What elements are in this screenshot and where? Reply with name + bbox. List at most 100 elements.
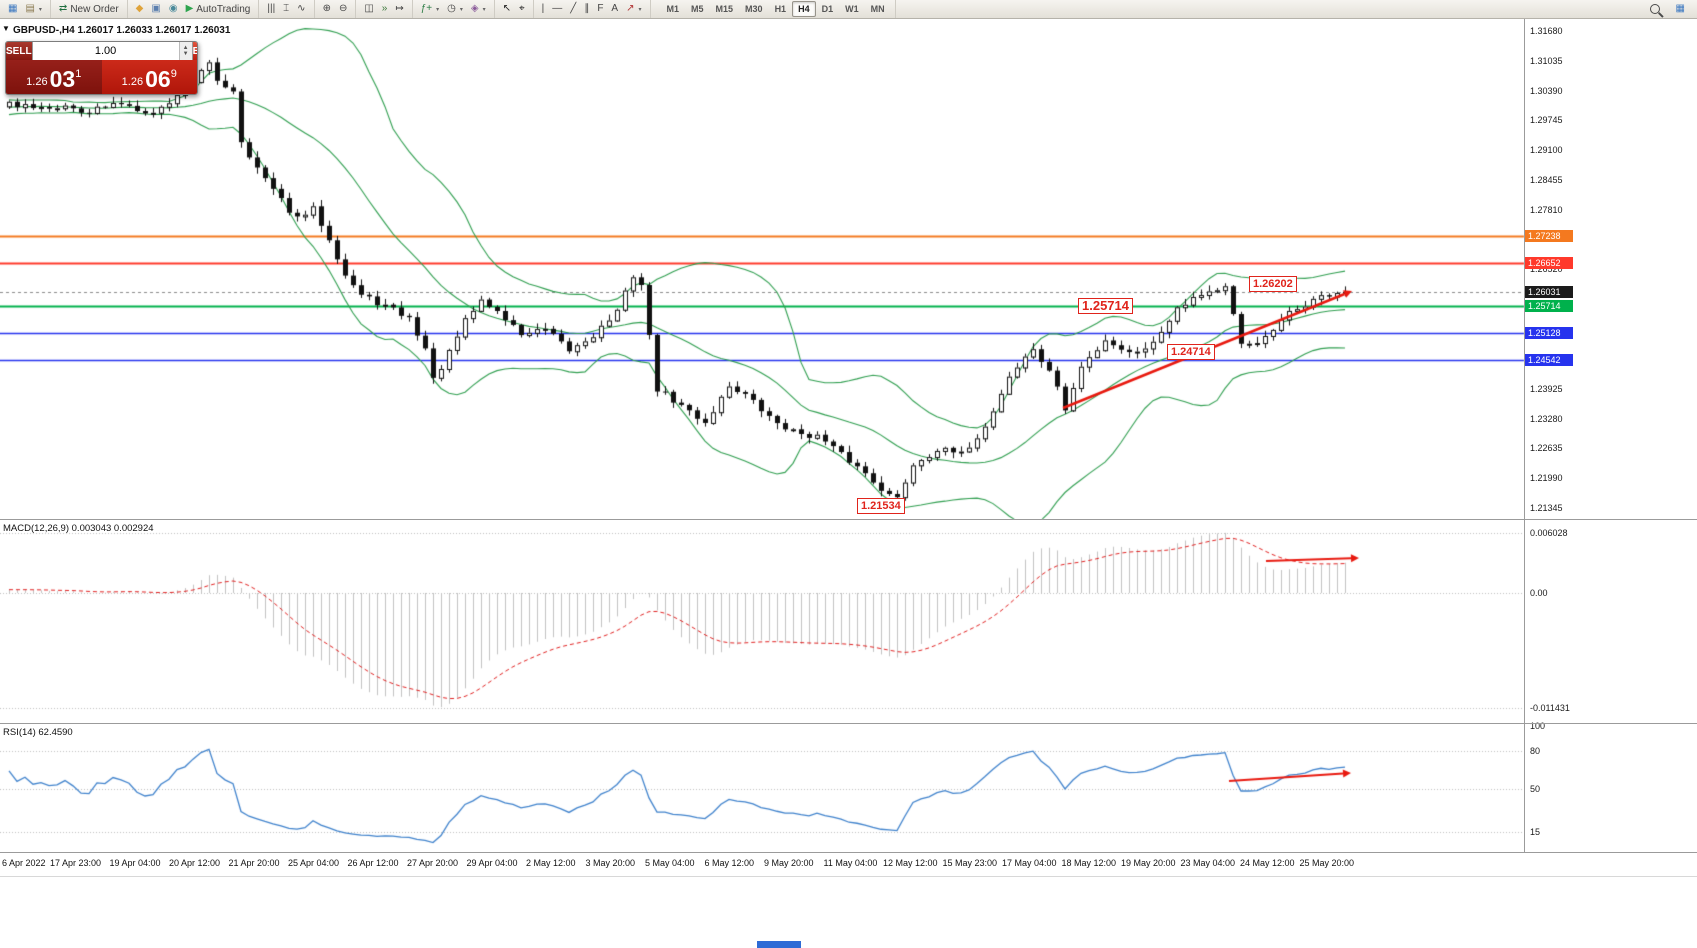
dropdown-caret-icon[interactable]: ▾ (459, 6, 463, 13)
rsi-scale-label: 50 (1530, 783, 1541, 794)
price-axis[interactable]: 1.31680 1.31035 1.30390 1.29745 1.29100 1.284… (1524, 18, 1697, 876)
time-axis-label: 19 Apr 04:00 (109, 858, 161, 868)
search-icon (1649, 4, 1660, 14)
search-button[interactable] (1646, 1, 1664, 18)
arrows-icon[interactable]: ↗ ▾ (622, 1, 645, 18)
strategy-tester-icon[interactable]: ◉ (165, 1, 182, 18)
spin-up-icon[interactable]: ▲ (182, 45, 189, 51)
channel-icon[interactable]: ∥ (580, 1, 593, 18)
trendline-icon[interactable]: ╱ (566, 1, 580, 18)
buy-button[interactable]: BUY (192, 42, 197, 60)
toolbar-group: ƒ+ ▾ ◷ ▾ ◈ ▾ (413, 0, 495, 18)
timeframe-button-w1[interactable]: W1 (845, 4, 859, 14)
macd-scale-label: 0.00 (1530, 588, 1548, 598)
time-axis[interactable]: 6 Apr 2022 17 Apr 23:00 19 Apr 04:00 20 Apr… (0, 853, 1697, 876)
new-chart-icon: ▦ (8, 3, 18, 14)
cursor-icon: ↖ (502, 3, 512, 14)
dropdown-caret-icon[interactable]: ▾ (482, 6, 486, 13)
templates-icon[interactable]: ◈ ▾ (467, 1, 490, 18)
profiles-icon[interactable]: ▤ ▾ (21, 1, 45, 18)
sell-button[interactable]: SELL (6, 42, 32, 60)
text-icon[interactable]: A (607, 1, 622, 18)
panel-separator-macd[interactable] (0, 519, 1697, 520)
zoom-in-icon[interactable]: ⊕ (319, 1, 335, 18)
price-annotation[interactable]: 1.24714 (1167, 344, 1215, 360)
new-order-button[interactable]: ⇄ New Order (55, 1, 123, 18)
terminal-icon[interactable]: ▣ (147, 1, 164, 18)
timeframe-button-m5[interactable]: M5 (691, 4, 704, 14)
toolbar-group: ⇄ New Order (51, 0, 128, 18)
sell-price-tile[interactable]: 1.26 03 1 (6, 60, 102, 94)
trendline-icon: ╱ (570, 3, 577, 14)
timeframe-button-d1[interactable]: D1 (821, 4, 834, 14)
chart-shift-icon: ↦ (395, 3, 404, 14)
toolbar-group: ||| ⌶ ∿ (259, 0, 315, 18)
new-window-button[interactable]: ▦ (1672, 1, 1689, 18)
buy-price-sup: 9 (170, 68, 177, 80)
volume-spin-buttons[interactable]: ▲ ▼ (178, 42, 192, 60)
price-annotation[interactable]: 1.21534 (857, 498, 905, 514)
time-axis-label: 3 May 20:00 (585, 858, 636, 868)
toolbar-group: ◫ » ↦ (356, 0, 413, 18)
dropdown-caret-icon[interactable]: ▾ (38, 6, 42, 13)
trade-widget-prices: 1.26 03 1 1.26 06 9 (6, 60, 197, 94)
zoom-out-icon[interactable]: ⊖ (335, 1, 351, 18)
timeframe-button-m30[interactable]: M30 (745, 4, 763, 14)
chart-collapse-arrow[interactable]: ▼ (2, 24, 10, 33)
timeframe-button-m15[interactable]: M15 (715, 4, 734, 14)
buy-price-tile[interactable]: 1.26 06 9 (101, 60, 197, 94)
price-axis-label: 1.30390 (1530, 85, 1563, 96)
price-annotation[interactable]: 1.25714 (1078, 298, 1133, 314)
metaeditor-icon[interactable]: ◆ (132, 1, 148, 18)
vertical-line-icon[interactable]: | (538, 1, 549, 18)
text-icon: A (611, 3, 619, 14)
time-axis-label: 21 Apr 20:00 (228, 858, 280, 868)
price-axis-label: 1.22635 (1530, 443, 1563, 454)
autotrading-button[interactable]: ▶ AutoTrading (182, 1, 255, 18)
price-annotation[interactable]: 1.26202 (1249, 276, 1297, 292)
candlestick-icon[interactable]: ⌶ (279, 1, 293, 18)
time-axis-label: 12 May 12:00 (883, 858, 938, 868)
tile-windows-icon: ◫ (364, 3, 374, 14)
horizontal-line-icon[interactable]: ― (548, 1, 566, 18)
price-axis-badge: 1.27238 (1525, 230, 1573, 243)
price-axis-label: 1.31035 (1530, 55, 1563, 66)
auto-scroll-icon[interactable]: » (378, 1, 392, 18)
crosshair-icon[interactable]: ⌖ (515, 1, 529, 18)
buy-price-small: 1.26 (121, 76, 144, 88)
line-chart-icon[interactable]: ∿ (293, 1, 309, 18)
spin-down-icon[interactable]: ▼ (182, 51, 189, 57)
fibonacci-icon[interactable]: F (593, 1, 607, 18)
indicators-icon[interactable]: ƒ+ ▾ (417, 1, 443, 18)
crosshair-icon: ⌖ (519, 3, 525, 14)
price-axis-label: 1.31680 (1530, 26, 1563, 36)
periods-icon[interactable]: ◷ ▾ (443, 1, 467, 18)
price-axis-label: 1.26520 (1530, 264, 1563, 275)
timeframe-button-mn[interactable]: MN (870, 4, 885, 14)
dropdown-caret-icon[interactable]: ▾ (436, 6, 440, 13)
bar-chart-icon: ||| (267, 3, 276, 14)
volume-input[interactable] (32, 42, 179, 60)
tile-windows-icon[interactable]: ◫ (360, 1, 377, 18)
toolbar-right-group: ▦ (1646, 1, 1697, 18)
panel-separator-rsi[interactable] (0, 723, 1697, 724)
timeframe-button-h4[interactable]: H4 (792, 1, 816, 17)
price-axis-badge: 1.25128 (1525, 327, 1573, 340)
toolbar-group: ↖ ⌖ (495, 0, 534, 18)
cursor-icon[interactable]: ↖ (499, 1, 515, 18)
time-axis-label: 18 May 12:00 (1061, 858, 1117, 868)
bar-chart-icon[interactable]: ||| (263, 1, 279, 18)
new-chart-icon[interactable]: ▦ (4, 1, 21, 18)
timeframe-button-h1[interactable]: H1 (774, 4, 787, 14)
sell-price-small: 1.26 (26, 76, 48, 88)
chart-shift-icon[interactable]: ↦ (391, 1, 407, 18)
price-axis-badge: 1.26652 (1525, 257, 1573, 270)
dropdown-caret-icon[interactable]: ▾ (638, 6, 642, 13)
timeframe-button-m1[interactable]: M1 (666, 4, 680, 14)
time-axis-label: 19 May 20:00 (1121, 858, 1176, 868)
line-chart-icon: ∿ (297, 3, 306, 14)
vertical-line-icon: | (541, 3, 545, 14)
time-axis-label: 27 Apr 20:00 (407, 858, 459, 868)
